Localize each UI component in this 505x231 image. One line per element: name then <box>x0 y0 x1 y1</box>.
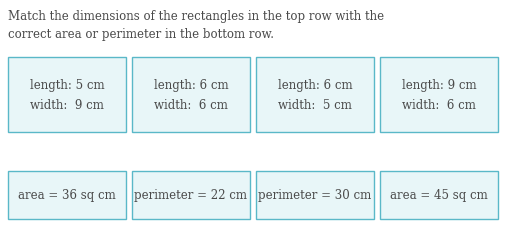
FancyBboxPatch shape <box>256 171 373 219</box>
FancyBboxPatch shape <box>8 171 126 219</box>
Text: perimeter = 30 cm: perimeter = 30 cm <box>258 189 371 202</box>
FancyBboxPatch shape <box>132 171 249 219</box>
FancyBboxPatch shape <box>132 58 249 132</box>
Text: area = 36 sq cm: area = 36 sq cm <box>18 189 116 202</box>
Text: length: 6 cm
width:  6 cm: length: 6 cm width: 6 cm <box>154 79 228 112</box>
Text: length: 6 cm
width:  5 cm: length: 6 cm width: 5 cm <box>277 79 351 112</box>
Text: Match the dimensions of the rectangles in the top row with the
correct area or p: Match the dimensions of the rectangles i… <box>8 10 383 41</box>
FancyBboxPatch shape <box>8 58 126 132</box>
Text: perimeter = 22 cm: perimeter = 22 cm <box>134 189 247 202</box>
FancyBboxPatch shape <box>256 58 373 132</box>
FancyBboxPatch shape <box>379 171 497 219</box>
Text: length: 5 cm
width:  9 cm: length: 5 cm width: 9 cm <box>30 79 104 112</box>
Text: length: 9 cm
width:  6 cm: length: 9 cm width: 6 cm <box>401 79 475 112</box>
FancyBboxPatch shape <box>379 58 497 132</box>
Text: area = 45 sq cm: area = 45 sq cm <box>389 189 487 202</box>
